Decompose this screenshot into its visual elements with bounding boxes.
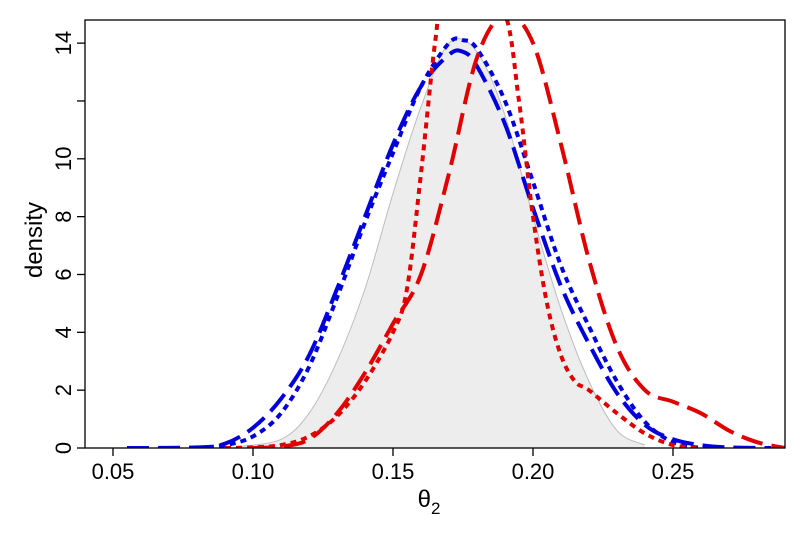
filled-density-outline: [238, 38, 646, 448]
y-tick-label: 6: [51, 268, 76, 280]
series-line-4: [224, 20, 702, 448]
x-tick-label: 0.20: [512, 459, 555, 484]
x-tick-label: 0.15: [372, 459, 415, 484]
y-tick-label: 4: [51, 326, 76, 338]
plot-frame: [84, 19, 786, 449]
series-line-2: [196, 36, 702, 448]
y-tick-label: 0: [51, 442, 76, 454]
y-axis-title: density: [21, 202, 48, 278]
y-tick-label: 8: [51, 211, 76, 223]
filled-density-area: [239, 38, 645, 448]
series-line-3: [252, 20, 785, 448]
x-tick-label: 0.25: [652, 459, 695, 484]
x-tick-label: 0.10: [232, 459, 275, 484]
y-tick-label: 14: [51, 31, 76, 55]
x-axis-title-subscript: 2: [431, 499, 440, 518]
y-tick-label: 2: [51, 384, 76, 396]
y-tick-label: 10: [51, 147, 76, 171]
x-axis-title: θ2: [418, 486, 441, 518]
series-layer: [126, 20, 785, 448]
axes-layer: 0.05 0.10 0.15 0.20 0.25 0 2 4 6 8 10 14: [51, 19, 786, 484]
labels-layer: θ2 density: [21, 202, 440, 518]
filled-density-layer: [127, 38, 785, 448]
x-tick-label: 0.05: [92, 459, 135, 484]
